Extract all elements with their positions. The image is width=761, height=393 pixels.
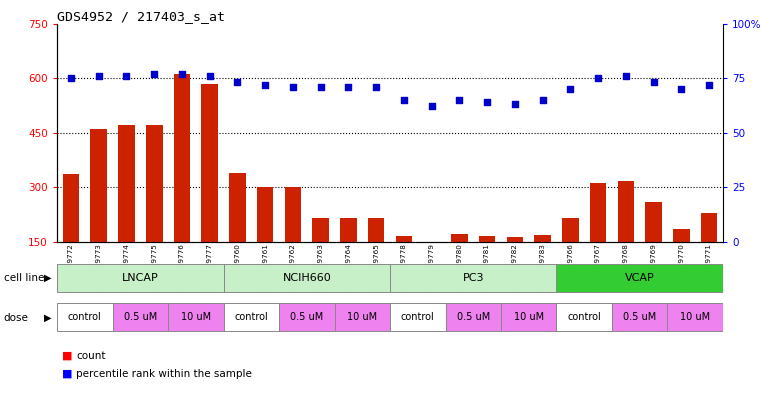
Point — [425, 103, 438, 110]
Text: cell line: cell line — [4, 273, 44, 283]
Point — [314, 84, 326, 90]
Point — [93, 73, 105, 79]
Bar — [562, 218, 578, 296]
Text: 10 uM: 10 uM — [514, 312, 544, 322]
Bar — [312, 218, 329, 296]
Bar — [340, 218, 357, 296]
Point — [342, 84, 355, 90]
FancyBboxPatch shape — [667, 303, 723, 332]
Point — [481, 99, 493, 105]
Text: control: control — [568, 312, 601, 322]
FancyBboxPatch shape — [501, 303, 556, 332]
Bar — [202, 84, 218, 296]
Point — [148, 71, 161, 77]
Point — [675, 86, 687, 92]
Point — [204, 73, 216, 79]
Text: 0.5 uM: 0.5 uM — [124, 312, 157, 322]
Point — [65, 75, 77, 81]
Bar — [617, 181, 634, 296]
Point — [564, 86, 576, 92]
Text: LNCAP: LNCAP — [122, 273, 159, 283]
Bar — [451, 234, 468, 296]
Text: GDS4952 / 217403_s_at: GDS4952 / 217403_s_at — [57, 10, 225, 23]
Point — [703, 81, 715, 88]
Text: control: control — [68, 312, 102, 322]
Text: percentile rank within the sample: percentile rank within the sample — [76, 369, 252, 379]
Bar — [645, 202, 662, 296]
Point — [592, 75, 604, 81]
Text: 0.5 uM: 0.5 uM — [623, 312, 656, 322]
Point — [176, 71, 188, 77]
Text: ▶: ▶ — [44, 273, 52, 283]
Text: 0.5 uM: 0.5 uM — [290, 312, 323, 322]
Bar — [229, 173, 246, 296]
FancyBboxPatch shape — [279, 303, 335, 332]
FancyBboxPatch shape — [612, 303, 667, 332]
FancyBboxPatch shape — [57, 303, 113, 332]
Text: ▶: ▶ — [44, 312, 52, 323]
FancyBboxPatch shape — [445, 303, 501, 332]
Point — [231, 79, 244, 86]
Point — [509, 101, 521, 107]
Bar — [507, 237, 523, 296]
FancyBboxPatch shape — [556, 264, 723, 292]
Bar — [590, 183, 607, 296]
FancyBboxPatch shape — [390, 303, 445, 332]
Bar — [479, 236, 495, 296]
Bar — [368, 218, 384, 296]
Text: PC3: PC3 — [463, 273, 484, 283]
Bar — [146, 125, 163, 296]
FancyBboxPatch shape — [57, 264, 224, 292]
Text: control: control — [401, 312, 435, 322]
Text: 10 uM: 10 uM — [180, 312, 211, 322]
Text: ■: ■ — [62, 351, 73, 361]
FancyBboxPatch shape — [335, 303, 390, 332]
Point — [370, 84, 382, 90]
Text: VCAP: VCAP — [625, 273, 654, 283]
Bar — [423, 255, 440, 296]
Text: 0.5 uM: 0.5 uM — [457, 312, 490, 322]
Point — [537, 97, 549, 103]
FancyBboxPatch shape — [390, 264, 556, 292]
Bar — [285, 187, 301, 296]
Point — [454, 97, 466, 103]
FancyBboxPatch shape — [224, 264, 390, 292]
Bar — [91, 129, 107, 296]
Text: count: count — [76, 351, 106, 361]
Text: dose: dose — [4, 312, 29, 323]
Text: control: control — [234, 312, 268, 322]
Bar — [256, 187, 273, 296]
Bar — [118, 125, 135, 296]
Bar — [673, 229, 689, 296]
Point — [398, 97, 410, 103]
FancyBboxPatch shape — [224, 303, 279, 332]
Bar — [701, 213, 718, 296]
Bar — [396, 236, 412, 296]
Point — [287, 84, 299, 90]
Point — [648, 79, 660, 86]
Bar — [534, 235, 551, 296]
FancyBboxPatch shape — [113, 303, 168, 332]
Text: ■: ■ — [62, 369, 73, 379]
Bar — [174, 74, 190, 296]
Text: NCIH660: NCIH660 — [282, 273, 331, 283]
FancyBboxPatch shape — [556, 303, 612, 332]
Point — [120, 73, 132, 79]
FancyBboxPatch shape — [168, 303, 224, 332]
Bar — [62, 174, 79, 296]
Point — [259, 81, 271, 88]
Point — [619, 73, 632, 79]
Text: 10 uM: 10 uM — [347, 312, 377, 322]
Text: 10 uM: 10 uM — [680, 312, 710, 322]
